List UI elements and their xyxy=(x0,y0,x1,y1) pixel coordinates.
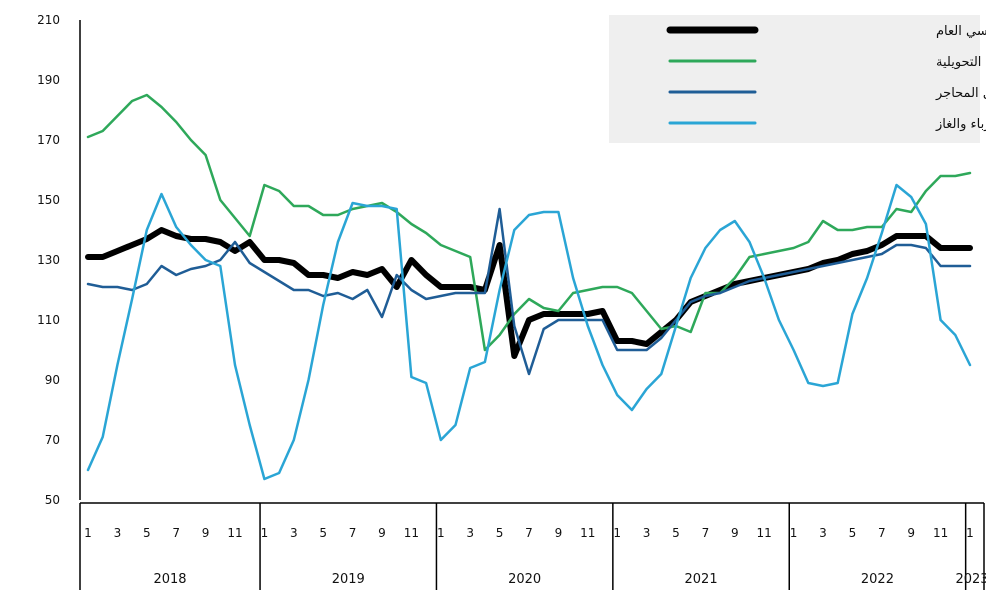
month-tick-label: 9 xyxy=(731,526,739,540)
month-tick-label: 11 xyxy=(227,526,242,540)
month-tick-label: 5 xyxy=(496,526,504,540)
year-label-2022: 2022 xyxy=(861,572,894,587)
month-tick-label: 9 xyxy=(378,526,386,540)
legend: الرقم القياسي العام الصناعة التحويلية التع… xyxy=(609,15,986,143)
month-tick-label: 3 xyxy=(114,526,122,540)
month-tick-label: 9 xyxy=(555,526,563,540)
month-tick-label: 11 xyxy=(933,526,948,540)
year-label-2023: 2023 xyxy=(955,572,986,587)
month-tick-label: 7 xyxy=(702,526,710,540)
month-tick-label: 11 xyxy=(757,526,772,540)
legend-label-1: الرقم القياسي العام xyxy=(936,24,986,39)
legend-background xyxy=(609,15,980,143)
month-tick-label: 7 xyxy=(349,526,357,540)
legend-label-2: الصناعة التحويلية xyxy=(936,55,986,70)
month-tick-label: 9 xyxy=(907,526,915,540)
y-tick-label-170: 170 xyxy=(37,133,60,147)
year-label-2018: 2018 xyxy=(153,572,186,587)
month-tick-label: 1 xyxy=(966,526,974,540)
month-tick-label: 3 xyxy=(466,526,474,540)
y-tick-label-130: 130 xyxy=(37,253,60,267)
year-label-2021: 2021 xyxy=(685,572,718,587)
y-tick-label-110: 110 xyxy=(37,313,60,327)
year-label-2020: 2020 xyxy=(508,572,541,587)
month-tick-label: 1 xyxy=(84,526,92,540)
month-tick-label: 3 xyxy=(643,526,651,540)
series-line-3 xyxy=(86,207,972,376)
series-line-1 xyxy=(85,227,973,359)
month-tick-label: 7 xyxy=(878,526,886,540)
year-label-2019: 2019 xyxy=(332,572,365,587)
month-tick-label: 5 xyxy=(319,526,327,540)
series-line-2 xyxy=(86,93,972,352)
month-tick-label: 7 xyxy=(172,526,180,540)
month-tick-label: 11 xyxy=(580,526,595,540)
month-tick-label: 3 xyxy=(290,526,298,540)
series-line-4 xyxy=(86,183,972,481)
month-tick-label: 5 xyxy=(143,526,151,540)
month-tick-label: 3 xyxy=(819,526,827,540)
legend-label-3: التعدين واستغلال المحاجر xyxy=(935,86,986,101)
y-tick-label-50: 50 xyxy=(45,493,60,507)
month-tick-label: 9 xyxy=(202,526,210,540)
month-tick-label: 5 xyxy=(672,526,680,540)
y-axis-ticks: 50 70 90 110 130 150 170 190 210 xyxy=(37,13,60,507)
month-tick-label: 1 xyxy=(790,526,798,540)
month-tick-label: 5 xyxy=(849,526,857,540)
y-tick-label-190: 190 xyxy=(37,73,60,87)
month-tick-label: 1 xyxy=(613,526,621,540)
month-tick-label: 1 xyxy=(261,526,269,540)
y-tick-label-210: 210 xyxy=(37,13,60,27)
y-tick-label-150: 150 xyxy=(37,193,60,207)
y-tick-label-70: 70 xyxy=(45,433,60,447)
series-lines xyxy=(85,93,973,481)
month-tick-label: 11 xyxy=(404,526,419,540)
y-tick-label-90: 90 xyxy=(45,373,60,387)
legend-label-4: إمدادات الكهرباء والغاز xyxy=(935,117,986,132)
month-tick-label: 7 xyxy=(525,526,533,540)
month-tick-label: 1 xyxy=(437,526,445,540)
